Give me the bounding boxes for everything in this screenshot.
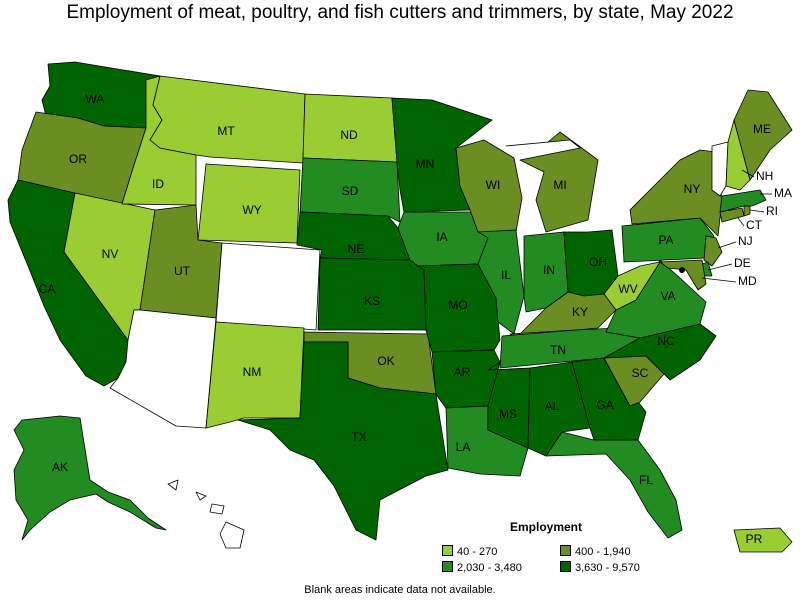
map-title: Employment of meat, poultry, and fish cu… bbox=[66, 2, 734, 23]
state-label-ri: RI bbox=[766, 204, 778, 218]
state-label-ar: AR bbox=[454, 365, 471, 379]
state-label-sd: SD bbox=[342, 184, 359, 198]
state-ma bbox=[719, 189, 767, 213]
state-tx bbox=[237, 341, 449, 541]
state-label-id: ID bbox=[152, 177, 164, 191]
state-label-nm: NM bbox=[243, 365, 262, 379]
state-label-md: MD bbox=[738, 274, 757, 288]
state-label-ut: UT bbox=[174, 264, 191, 278]
state-label-ny: NY bbox=[684, 182, 701, 196]
dc-marker bbox=[679, 267, 685, 273]
state-label-tn: TN bbox=[550, 343, 566, 357]
state-label-nc: NC bbox=[657, 334, 675, 348]
state-me bbox=[733, 89, 793, 181]
state-label-wy: WY bbox=[242, 203, 261, 217]
state-ak bbox=[13, 415, 167, 541]
legend-label-1: 40 - 270 bbox=[457, 546, 498, 558]
state-sd bbox=[299, 157, 401, 223]
state-label-la: LA bbox=[456, 440, 471, 454]
state-label-ia: IA bbox=[436, 230, 447, 244]
leader-line-de bbox=[707, 263, 733, 271]
legend-label-4: 3,630 - 9,570 bbox=[575, 562, 640, 574]
state-label-ct: CT bbox=[746, 218, 763, 232]
state-fl bbox=[545, 431, 683, 539]
state-label-ms: MS bbox=[499, 407, 517, 421]
state-label-nj: NJ bbox=[738, 234, 753, 248]
leader-line-md bbox=[701, 277, 737, 283]
state-label-nv: NV bbox=[102, 247, 119, 261]
state-mi bbox=[505, 131, 599, 233]
state-label-sc: SC bbox=[632, 366, 649, 380]
legend-swatch-1 bbox=[442, 545, 453, 556]
state-vt bbox=[711, 141, 729, 197]
legend-label-2: 400 - 1,940 bbox=[575, 546, 631, 558]
legend-item-3: 2,030 - 3,480 bbox=[442, 561, 522, 574]
state-label-me: ME bbox=[753, 122, 771, 136]
state-label-de: DE bbox=[734, 256, 751, 270]
state-pr bbox=[733, 527, 793, 553]
leader-line-ri bbox=[749, 209, 765, 213]
legend-label-3: 2,030 - 3,480 bbox=[457, 562, 522, 574]
state-label-pr: PR bbox=[746, 532, 763, 546]
state-label-mo: MO bbox=[448, 298, 467, 312]
state-label-fl: FL bbox=[639, 473, 653, 487]
legend-swatch-4 bbox=[560, 561, 571, 572]
state-label-va: VA bbox=[660, 289, 675, 303]
state-label-nd: ND bbox=[340, 128, 358, 142]
state-label-oh: OH bbox=[589, 255, 607, 269]
state-label-wv: WV bbox=[618, 282, 637, 296]
state-label-ok: OK bbox=[377, 354, 394, 368]
state-label-ks: KS bbox=[364, 294, 380, 308]
state-label-ky: KY bbox=[572, 305, 588, 319]
leader-line-nh bbox=[741, 169, 755, 178]
state-label-mn: MN bbox=[416, 157, 435, 171]
state-nj bbox=[703, 235, 723, 267]
state-label-or: OR bbox=[69, 152, 87, 166]
footnote: Blank areas indicate data not available. bbox=[304, 584, 496, 596]
state-label-wi: WI bbox=[486, 178, 501, 192]
legend-swatch-3 bbox=[442, 561, 453, 572]
legend-title: Employment bbox=[510, 520, 583, 534]
state-label-ma: MA bbox=[774, 186, 792, 200]
state-label-in: IN bbox=[543, 263, 555, 277]
state-label-mi: MI bbox=[553, 178, 566, 192]
state-label-ga: GA bbox=[596, 398, 613, 412]
state-mt bbox=[149, 75, 306, 164]
state-ri bbox=[743, 205, 751, 217]
state-label-tx: TX bbox=[351, 430, 366, 444]
state-md bbox=[659, 259, 707, 291]
legend-swatch-2 bbox=[560, 545, 571, 556]
state-label-ne: NE bbox=[348, 242, 365, 256]
state-nm bbox=[205, 321, 305, 429]
legend: Employment 40 - 270 400 - 1,940 2,030 - … bbox=[440, 518, 690, 578]
legend-item-4: 3,630 - 9,570 bbox=[560, 561, 640, 574]
leader-line-ct bbox=[737, 217, 745, 227]
state-label-pa: PA bbox=[658, 233, 673, 247]
state-label-wa: WA bbox=[86, 92, 105, 106]
state-label-al: AL bbox=[545, 399, 560, 413]
state-label-mt: MT bbox=[217, 124, 235, 138]
state-co bbox=[215, 242, 321, 331]
legend-item-2: 400 - 1,940 bbox=[560, 545, 631, 558]
state-label-ak: AK bbox=[52, 460, 68, 474]
state-il bbox=[477, 229, 525, 335]
leader-line-nj bbox=[717, 241, 737, 249]
state-label-il: IL bbox=[501, 268, 511, 282]
state-label-nh: NH bbox=[756, 169, 773, 183]
state-hi bbox=[167, 479, 245, 549]
legend-item-1: 40 - 270 bbox=[442, 545, 497, 558]
state-label-ca: CA bbox=[39, 282, 56, 296]
state-nh bbox=[725, 119, 751, 191]
